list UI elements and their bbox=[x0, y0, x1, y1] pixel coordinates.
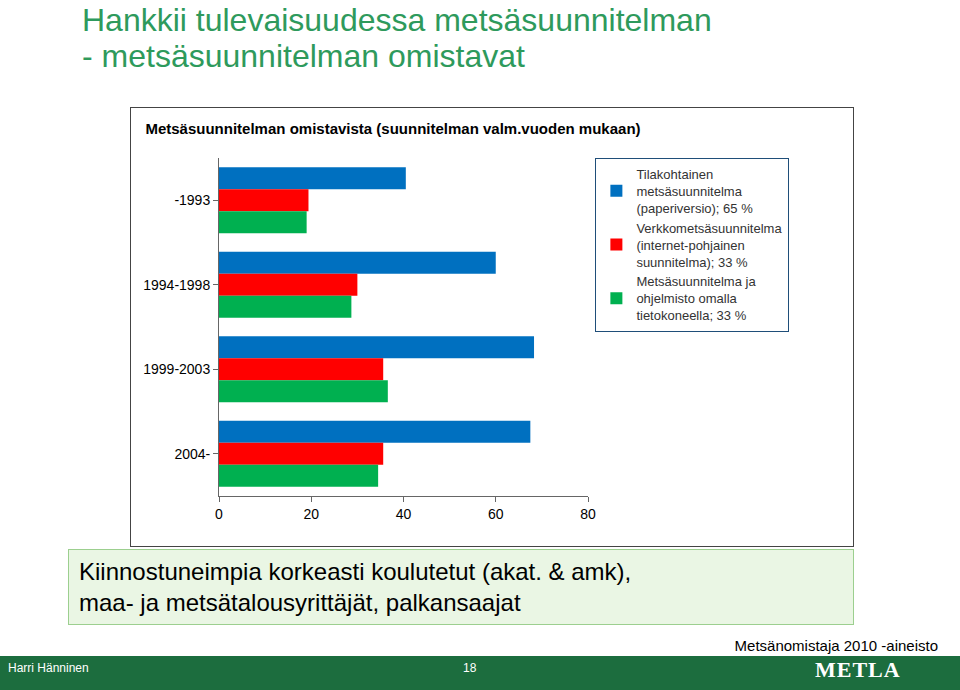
html-text:Hankkii tulevaisuudessa metsäs: Hankkii tulevaisuudessa metsäsuunnitelma… bbox=[82, 2, 712, 38]
svg-text:Metsäsuunnitelman omistavista: Metsäsuunnitelman omistavista (suunnitel… bbox=[145, 120, 640, 137]
svg-text:40: 40 bbox=[396, 506, 412, 522]
html-text:METLA: METLA bbox=[815, 657, 901, 682]
html-text:Metsänomistaja 2010 -aineisto: Metsänomistaja 2010 -aineisto bbox=[734, 637, 938, 654]
svg-text:60: 60 bbox=[488, 506, 504, 522]
svg-text:-1993: -1993 bbox=[174, 192, 210, 208]
svg-text:1994-1998: 1994-1998 bbox=[143, 277, 210, 293]
svg-text:Verkkometsäsuunnitelma(interne: Verkkometsäsuunnitelma(internet-pohjaine… bbox=[636, 221, 782, 270]
html-text:Kiinnostuneimpia korkeasti kou: Kiinnostuneimpia korkeasti koulutetut (a… bbox=[79, 558, 632, 585]
svg-text:20: 20 bbox=[303, 506, 319, 522]
svg-text:Metsäsuunnitelma jaohjelmisto: Metsäsuunnitelma jaohjelmisto omallatiet… bbox=[636, 274, 756, 323]
svg-text:0: 0 bbox=[215, 506, 223, 522]
svg-text:1999-2003: 1999-2003 bbox=[143, 361, 210, 377]
svg-text:2004-: 2004- bbox=[174, 446, 210, 462]
html-text:maa- ja metsätalousyrittäjät,: maa- ja metsätalousyrittäjät, palkansaaj… bbox=[79, 589, 521, 616]
svg-text:Tilakohtainenmetsäsuunnitelma(: Tilakohtainenmetsäsuunnitelma(paperivers… bbox=[636, 167, 753, 216]
html-text:- metsäsuunnitelman omistavat: - metsäsuunnitelman omistavat bbox=[82, 38, 525, 74]
html-text:Harri Hänninen: Harri Hänninen bbox=[8, 661, 89, 675]
html-text:18: 18 bbox=[463, 661, 477, 675]
svg-text:80: 80 bbox=[580, 506, 596, 522]
